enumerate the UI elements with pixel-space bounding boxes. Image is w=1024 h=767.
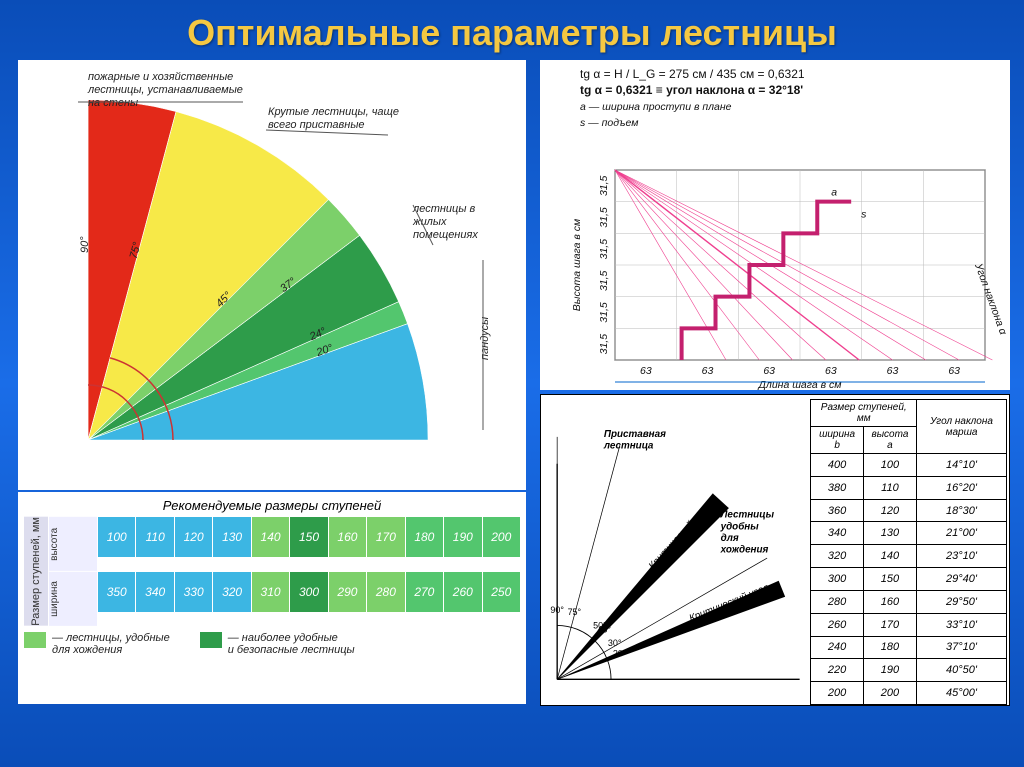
svg-text:Лестницы: Лестницы — [720, 510, 775, 521]
svg-text:помещениях: помещениях — [413, 229, 478, 241]
rec-table-title: Рекомендуемые размеры ступеней — [24, 498, 520, 513]
table-row: 36012018°30' — [811, 499, 1007, 522]
width-cell: 340 — [136, 572, 173, 612]
height-cell: 130 — [213, 517, 250, 557]
table-row: 30015029°40' — [811, 568, 1007, 591]
svg-text:всего приставные: всего приставные — [268, 119, 365, 131]
svg-text:31,5: 31,5 — [598, 207, 610, 228]
svg-text:Крутые лестницы, чаще: Крутые лестницы, чаще — [268, 106, 399, 118]
svg-text:Угол наклона α: Угол наклона α — [972, 261, 1010, 337]
page-title: Оптимальные параметры лестницы — [0, 0, 1024, 62]
rec-side-label: Размер ступеней, мм — [24, 517, 48, 626]
height-cell: 140 — [252, 517, 289, 557]
th-height: высота a — [863, 427, 916, 454]
svg-text:63: 63 — [825, 365, 837, 377]
width-cell: 300 — [290, 572, 327, 612]
svg-text:31,5: 31,5 — [598, 302, 610, 323]
svg-text:удобны: удобны — [720, 521, 760, 532]
svg-text:для: для — [721, 533, 739, 544]
svg-text:63: 63 — [702, 365, 714, 377]
svg-text:на стены: на стены — [88, 97, 138, 109]
legend-item: — лестницы, удобныедля хождения — [24, 632, 170, 656]
width-cell: 270 — [406, 572, 443, 612]
svg-text:31,5: 31,5 — [598, 334, 610, 355]
svg-text:63: 63 — [763, 365, 775, 377]
legend-item: — наиболее удобныеи безопасные лестницы — [200, 632, 355, 656]
svg-text:tg α = H / L_G = 275 см / 435: tg α = H / L_G = 275 см / 435 см = 0,632… — [580, 67, 805, 81]
angle-fan-panel: Критический уголКритический угол90°75°50… — [540, 394, 1010, 706]
svg-text:лестницы, устанавливаемые: лестницы, устанавливаемые — [87, 84, 243, 96]
table-row: 24018037°10' — [811, 636, 1007, 659]
height-cell: 110 — [136, 517, 173, 557]
width-cell: 330 — [175, 572, 212, 612]
width-cell: 280 — [367, 572, 404, 612]
svg-text:пожарные и хозяйственные: пожарные и хозяйственные — [88, 71, 233, 83]
fan-chart: 20°24°37°45°75°90°пожарные и хозяйственн… — [18, 60, 526, 490]
svg-text:31,5: 31,5 — [598, 175, 610, 196]
svg-text:хождения: хождения — [720, 545, 769, 556]
svg-text:63: 63 — [640, 365, 652, 377]
height-cell: 150 — [290, 517, 327, 557]
height-cell: 170 — [367, 517, 404, 557]
svg-text:31,5: 31,5 — [598, 239, 610, 260]
row-label-width: ширина — [49, 572, 97, 626]
svg-text:Критический угол: Критический угол — [647, 501, 713, 571]
width-cell: 260 — [444, 572, 481, 612]
height-cell: 190 — [444, 517, 481, 557]
svg-text:90°: 90° — [79, 236, 91, 253]
height-cell: 120 — [175, 517, 212, 557]
width-cell: 310 — [252, 572, 289, 612]
svg-text:75°: 75° — [568, 607, 582, 617]
width-cell: 320 — [213, 572, 250, 612]
table-row: 20020045°00' — [811, 682, 1007, 705]
svg-text:жилых: жилых — [412, 216, 447, 228]
svg-text:45°: 45° — [597, 624, 611, 634]
svg-text:63: 63 — [948, 365, 960, 377]
svg-text:лестницы в: лестницы в — [412, 203, 475, 215]
svg-text:Приставная: Приставная — [604, 429, 666, 440]
svg-text:30°: 30° — [608, 638, 622, 648]
recommended-sizes-table: Таблица 1 Рекомендуемые размеры ступеней… — [18, 492, 526, 704]
table-row: 22019040°50' — [811, 659, 1007, 682]
width-cell: 250 — [483, 572, 520, 612]
table-row: 38011016°20' — [811, 476, 1007, 499]
width-cell: 290 — [329, 572, 366, 612]
svg-text:s — подъем: s — подъем — [580, 117, 638, 129]
svg-text:63: 63 — [887, 365, 899, 377]
svg-text:90°: 90° — [550, 605, 564, 615]
svg-text:Высота шага в см: Высота шага в см — [571, 219, 583, 311]
table-row: 26017033°10' — [811, 613, 1007, 636]
stair-diagram: tg α = H / L_G = 275 см / 435 см = 0,632… — [540, 60, 1010, 390]
svg-text:31,5: 31,5 — [598, 270, 610, 291]
table-row: 40010014°10' — [811, 454, 1007, 477]
th-width: ширина b — [811, 427, 863, 454]
row-label-height: высота — [49, 517, 97, 571]
th-angle: Угол наклона марша — [917, 400, 1007, 454]
svg-text:a: a — [831, 187, 837, 199]
height-cell: 160 — [329, 517, 366, 557]
svg-text:пандусы: пандусы — [479, 317, 491, 360]
height-cell: 180 — [406, 517, 443, 557]
table-row: 28016029°50' — [811, 590, 1007, 613]
width-cell: 350 — [98, 572, 135, 612]
svg-text:Длина шага в см: Длина шага в см — [758, 379, 842, 390]
svg-text:tg α = 0,6321 ≡ угол наклона α: tg α = 0,6321 ≡ угол наклона α = 32°18' — [580, 83, 803, 97]
th-size: Размер ступеней, мм — [811, 400, 917, 427]
height-cell: 100 — [98, 517, 135, 557]
table-row: 34013021°00' — [811, 522, 1007, 545]
svg-text:s: s — [861, 209, 867, 221]
svg-text:лестница: лестница — [603, 441, 654, 452]
table-row: 32014023°10' — [811, 545, 1007, 568]
height-cell: 200 — [483, 517, 520, 557]
svg-text:20°: 20° — [613, 649, 627, 659]
svg-text:a — ширина проступи в плане: a — ширина проступи в плане — [580, 101, 732, 113]
table-number: Таблица 1 — [465, 476, 518, 488]
step-angle-table: Размер ступеней, мм Угол наклона марша ш… — [810, 399, 1007, 705]
